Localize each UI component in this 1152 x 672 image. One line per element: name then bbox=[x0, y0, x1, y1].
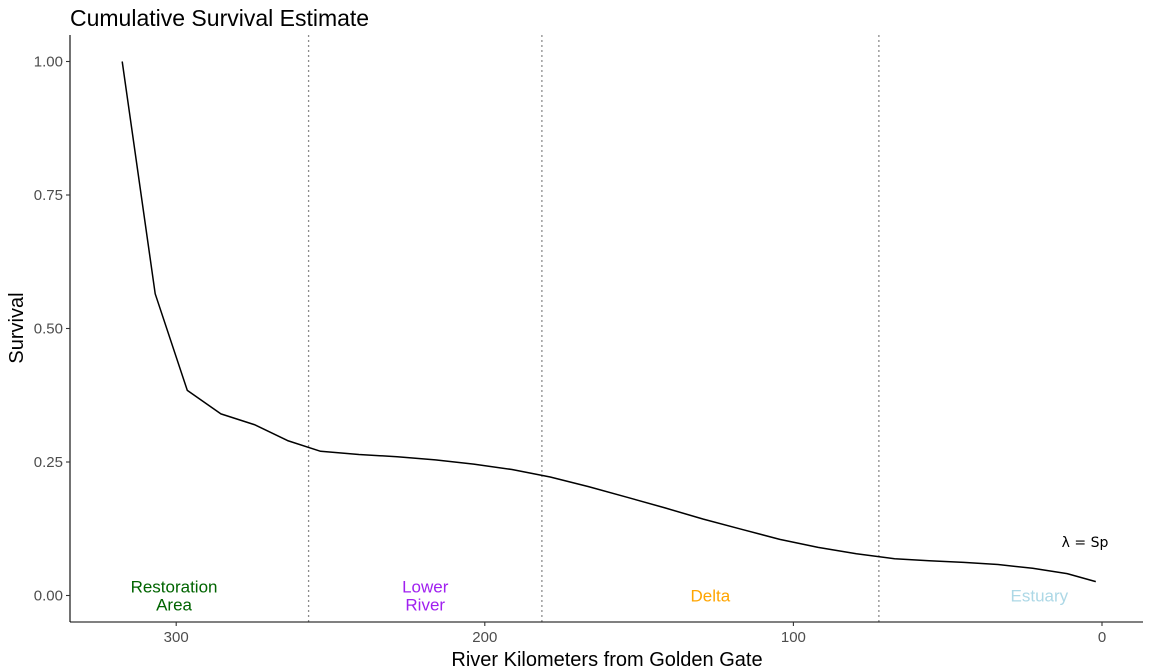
y-tick-label: 0.75 bbox=[34, 187, 63, 204]
survival-line bbox=[121, 61, 1097, 583]
region-label: Lower bbox=[402, 578, 449, 597]
y-tick-label: 0.50 bbox=[34, 321, 63, 338]
y-axis-ticks: 0.00 0.25 0.50 0.75 1.00 bbox=[34, 54, 70, 605]
annotation-layer: λ = Sp bbox=[1062, 535, 1109, 551]
x-tick-label: 0 bbox=[1098, 629, 1106, 646]
y-tick-label: 0.25 bbox=[34, 454, 63, 471]
region-label: Estuary bbox=[1011, 587, 1069, 606]
x-axis-title: River Kilometers from Golden Gate bbox=[451, 649, 762, 671]
region-label: Restoration bbox=[131, 578, 218, 597]
x-axis-ticks: 300 200 100 0 bbox=[164, 622, 1106, 646]
region-label: Delta bbox=[691, 587, 731, 606]
x-tick-label: 100 bbox=[781, 629, 806, 646]
region-boundaries bbox=[307, 35, 880, 622]
series-layer bbox=[121, 61, 1097, 583]
chart-title: Cumulative Survival Estimate bbox=[70, 5, 369, 31]
y-axis-title: Survival bbox=[6, 292, 28, 363]
region-label: River bbox=[405, 596, 445, 615]
lambda-annotation: λ = Sp bbox=[1062, 535, 1109, 551]
x-tick-label: 200 bbox=[472, 629, 497, 646]
region-label: Area bbox=[156, 596, 192, 615]
y-tick-label: 1.00 bbox=[34, 54, 63, 71]
x-tick-label: 300 bbox=[164, 629, 189, 646]
y-tick-label: 0.00 bbox=[34, 588, 63, 605]
